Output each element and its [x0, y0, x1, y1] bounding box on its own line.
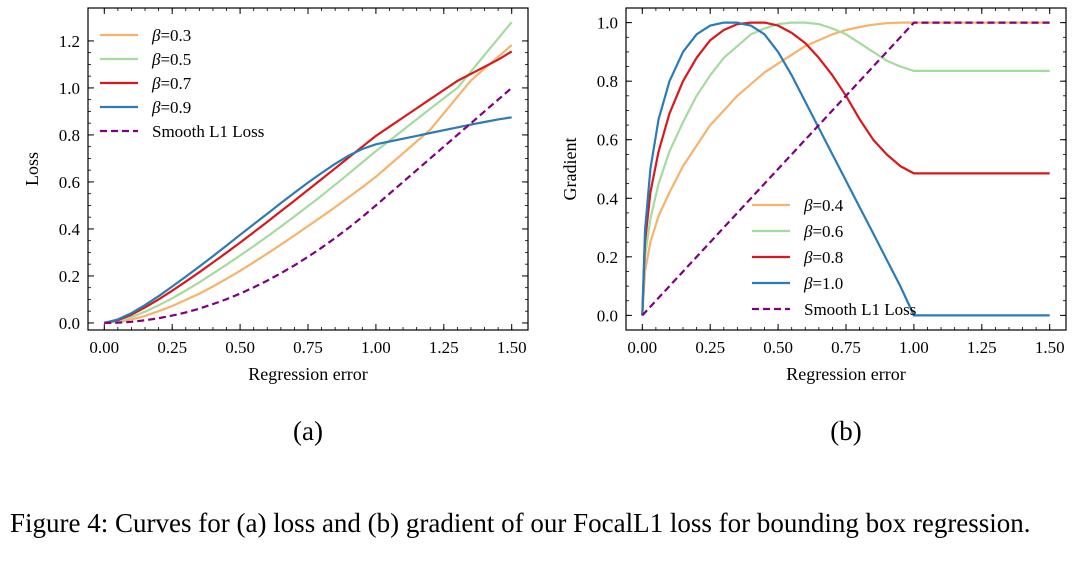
x-tick-label: 1.50 — [497, 338, 527, 357]
x-tick-label: 1.25 — [967, 338, 997, 357]
gradient-chart: 0.00 0.25 0.50 0.75 1.00 1.25 1.50 0.0 0.2 0.4 0.6… — [560, 7, 1067, 446]
panel-label: (a) — [293, 416, 323, 446]
legend-label-text: =0.3 — [160, 26, 191, 45]
legend-label: β=0.5 — [151, 50, 191, 69]
x-tick-label: 0.50 — [225, 338, 255, 357]
y-tick-label: 1.0 — [597, 14, 618, 33]
legend-label: β=0.9 — [151, 98, 191, 117]
series-line — [104, 50, 513, 324]
y-tick-label: 0.6 — [59, 173, 80, 192]
x-tick-label: 1.00 — [361, 338, 391, 357]
y-tick-label: 0.2 — [59, 267, 80, 286]
panel-label: (b) — [830, 416, 861, 446]
y-axis-label: Gradient — [560, 138, 580, 201]
legend-label-symbol: β — [803, 222, 813, 241]
x-tick-label: 1.00 — [899, 338, 929, 357]
legend-label: β=0.3 — [151, 26, 191, 45]
series-line — [641, 21, 1050, 316]
y-tick-label: 0.0 — [59, 314, 80, 333]
legend-label-text: Smooth L1 Loss — [152, 122, 264, 141]
loss-chart: 0.00 0.25 0.50 0.75 1.00 1.25 1.50 0.0 0.2 0.4 0.6… — [22, 7, 529, 446]
series-line — [104, 44, 513, 324]
legend-label-symbol: β — [151, 74, 161, 93]
x-tick-label: 1.50 — [1035, 338, 1065, 357]
x-tick-label: 0.00 — [89, 338, 119, 357]
legend-label: β=0.8 — [803, 248, 843, 267]
legend-label-symbol: β — [151, 26, 161, 45]
legend-label-text: =0.4 — [812, 196, 843, 215]
legend-label-symbol: β — [803, 248, 813, 267]
series-line — [641, 21, 1050, 316]
legend-label-text: Smooth L1 Loss — [804, 300, 916, 319]
series-line — [104, 21, 513, 324]
legend-label-text: =0.9 — [160, 98, 191, 117]
legend-label-text: =1.0 — [812, 274, 843, 293]
y-tick-label: 1.0 — [59, 79, 80, 98]
y-tick-label: 0.0 — [597, 306, 618, 325]
legend-label-text: =0.7 — [160, 74, 191, 93]
legend-label-symbol: β — [803, 274, 813, 293]
legend-label: β=1.0 — [803, 274, 843, 293]
plot-frame — [625, 7, 1067, 331]
y-tick-label: 0.4 — [59, 220, 81, 239]
figure-caption: Figure 4: Curves for (a) loss and (b) gr… — [10, 508, 1031, 538]
y-tick-label: 0.8 — [59, 126, 80, 145]
y-tick-label: 0.6 — [597, 131, 618, 150]
legend-label-text: =0.6 — [812, 222, 843, 241]
x-tick-label: 0.75 — [293, 338, 323, 357]
series-line — [641, 21, 1050, 317]
x-tick-label: 0.00 — [627, 338, 657, 357]
x-axis-label: Regression error — [786, 364, 905, 384]
series-line — [641, 21, 1050, 317]
y-tick-label: 0.2 — [597, 248, 618, 267]
legend-label-symbol: β — [803, 196, 813, 215]
y-tick-label: 0.4 — [597, 189, 619, 208]
x-tick-label: 0.25 — [695, 338, 725, 357]
legend-label-symbol: β — [151, 98, 161, 117]
series-line — [641, 21, 1050, 316]
y-axis-label: Loss — [22, 152, 42, 186]
legend-label-symbol: β — [151, 50, 161, 69]
legend-label-text: =0.8 — [812, 248, 843, 267]
legend-label-text: =0.5 — [160, 50, 191, 69]
legend-label: β=0.7 — [151, 74, 192, 93]
legend-label: β=0.6 — [803, 222, 843, 241]
y-tick-label: 1.2 — [59, 32, 80, 51]
x-tick-label: 1.25 — [429, 338, 459, 357]
series-line — [104, 116, 512, 324]
y-tick-label: 0.8 — [597, 72, 618, 91]
series-line — [104, 87, 513, 324]
x-tick-label: 0.25 — [157, 338, 187, 357]
legend-label: Smooth L1 Loss — [152, 122, 264, 141]
legend-label: β=0.4 — [803, 196, 844, 215]
x-tick-label: 0.50 — [763, 338, 793, 357]
x-tick-label: 0.75 — [831, 338, 861, 357]
legend-label: Smooth L1 Loss — [804, 300, 916, 319]
x-axis-label: Regression error — [248, 364, 367, 384]
